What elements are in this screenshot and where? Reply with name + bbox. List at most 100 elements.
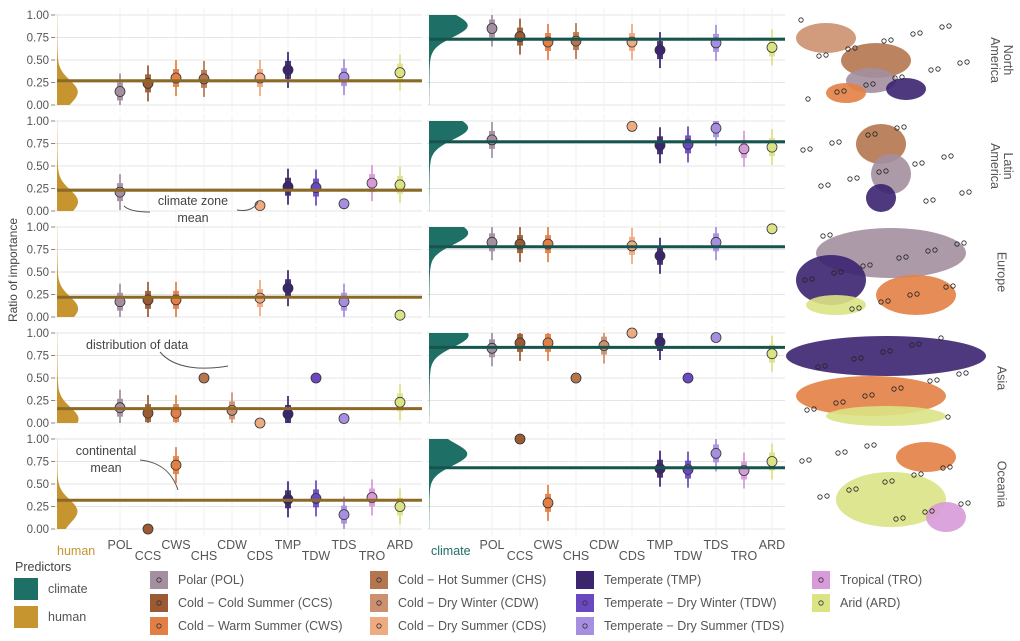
map-site-marker [910,31,916,37]
region-label-4: Oceania [995,461,1009,508]
legend-label-TMP: Temperate (TMP) [604,573,701,587]
map-site-marker [799,458,805,464]
map-site-marker [811,406,817,412]
legend-marker-CHS [376,577,382,583]
zone-mean-CHS [198,372,210,384]
map-region-patch [786,336,986,376]
map-site-marker [856,305,862,311]
legend-swatch-CDS [370,617,388,635]
map-region-patch [796,376,946,416]
map-site-marker [846,487,852,493]
map-region-patch [796,255,866,305]
x-label-left-ARD: ARD [387,538,413,552]
annotation-arrow [236,201,259,211]
map-site-marker [932,247,938,253]
map-site-marker [831,270,837,276]
y-tick-label: 0.75 [27,457,49,469]
map-site-marker [922,509,928,515]
region-label-line: America [988,143,1002,189]
map-region-patch [836,472,946,527]
x-label-right-CWS: CWS [533,538,562,552]
map-site-marker [938,335,944,341]
map-site-marker [934,377,940,383]
zone-mean-TDW [682,464,694,476]
zone-mean-ARD [766,42,778,53]
map-region-patch [886,78,926,100]
map-site-marker [917,30,923,36]
legend-marker-TDS [582,623,588,629]
x-label-right-TDS: TDS [704,538,729,552]
map-site-marker [825,182,831,188]
map-site-marker [871,442,877,448]
y-tick-label: 1.00 [27,116,49,128]
map-site-marker [854,175,860,181]
y-tick-label: 0.00 [27,312,49,324]
zone-mean-CWS [170,459,182,471]
x-label-right-TMP: TMP [647,538,673,552]
climate-distribution-violin [429,227,469,317]
legend-marker-ARD [818,600,824,606]
annotations: climate zone mean distribution of data cont… [76,194,259,491]
map-site-marker [883,168,889,174]
legend-label-CDS: Cold − Dry Summer (CDS) [398,619,546,633]
zone-mean-TRO [366,177,378,189]
climate-axis-label: climate [431,544,471,558]
zone-mean-TRO [738,143,750,155]
x-label-right-ARD: ARD [759,538,785,552]
map-site-marker [845,46,851,52]
y-tick-label: 0.00 [27,418,49,430]
map-site-marker [800,147,806,153]
map-site-marker [798,17,804,23]
human-axis-label: human [57,544,95,558]
y-tick-label: 0.25 [27,78,49,90]
map-site-marker [834,89,840,95]
legend: Predictors climate human Polar (POL) Cold − … [14,560,922,635]
zone-mean-TDS [338,198,350,210]
map-site-marker [901,124,907,130]
annotation-distribution: distribution of data [86,338,229,369]
map-site-marker [867,262,873,268]
region-label-line: Europe [995,252,1009,292]
annotation-line: distribution of data [86,338,188,352]
map-site-marker [965,500,971,506]
zone-mean-TMP [282,64,294,76]
map-region-patch [806,295,866,315]
map-site-marker [963,370,969,376]
map-site-marker [964,59,970,65]
zone-mean-CDW [598,340,610,352]
map-site-marker [899,74,905,80]
map-site-marker [907,292,913,298]
map-site-marker [836,139,842,145]
map-region-patch [826,83,866,103]
y-tick-label: 1.00 [27,222,49,234]
map-site-marker [870,81,876,87]
zone-mean-TMP [654,44,666,56]
zone-mean-ARD [394,309,406,321]
map-site-marker [881,38,887,44]
map-site-marker [888,37,894,43]
x-label-right-POL: POL [479,538,504,552]
map-site-marker [959,190,965,196]
map-region-patch [856,124,906,164]
map-region-patch [796,23,856,53]
zone-mean-CDS [626,121,638,132]
legend-marker-TMP [582,577,588,583]
zone-mean-ARD [394,501,406,512]
map-region-patch [926,502,966,532]
map-site-marker [852,45,858,51]
map-site-marker [954,241,960,247]
map-site-marker [882,479,888,485]
map-site-marker [862,393,868,399]
zone-mean-TMP [282,408,294,420]
annotation-climate-zone-mean: climate zone mean [123,194,259,225]
legend-predictors-title: Predictors [15,560,71,574]
annotation-arrow [159,351,229,369]
map-site-marker [823,52,829,58]
y-tick-label: 0.00 [27,524,49,536]
map-site-marker [950,283,956,289]
map-site-marker [860,263,866,269]
annotation-line: mean [177,211,208,225]
